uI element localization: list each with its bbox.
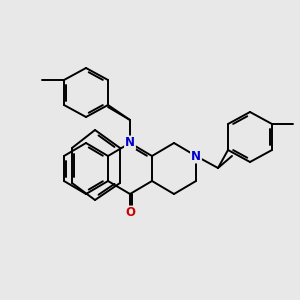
Text: N: N [125, 136, 135, 149]
Text: N: N [191, 149, 201, 163]
Text: O: O [125, 206, 135, 220]
